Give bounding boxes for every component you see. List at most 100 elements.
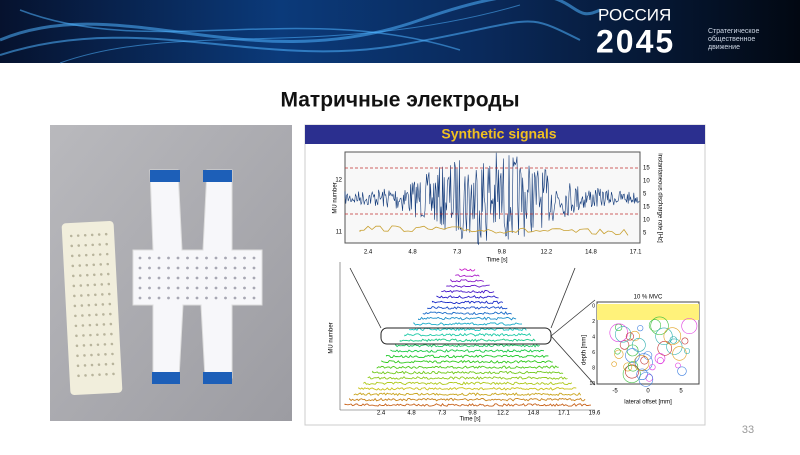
mu-territory <box>614 349 624 359</box>
mu-territory <box>633 355 650 371</box>
electrode-dot <box>82 344 86 347</box>
mu-territory <box>625 332 634 341</box>
electrode-dot <box>148 256 151 260</box>
logo-main: 2045 <box>596 23 675 59</box>
electrode-dot <box>243 256 246 260</box>
electrode-dot <box>70 254 74 258</box>
inset-title: 10 % MVC <box>634 295 663 301</box>
electrode-dot <box>138 296 142 300</box>
electrode-dot <box>148 286 151 290</box>
electrode-dot <box>90 363 94 367</box>
electrode-dot <box>224 286 227 290</box>
mu-territory <box>629 330 640 342</box>
electrode-dot <box>85 263 89 267</box>
mu-territory <box>627 361 639 372</box>
electrode-dot <box>88 313 91 317</box>
electrode-dot <box>224 256 227 260</box>
electrode-dot <box>72 284 76 288</box>
spike-train <box>413 321 523 326</box>
electrode-dot <box>148 266 151 270</box>
electrode-dot <box>167 296 170 300</box>
top-y2-label: instantaneous discharge rate [Hz] <box>656 153 662 243</box>
spike-train <box>344 403 592 407</box>
rate-trace <box>359 225 629 236</box>
electrode-dot <box>75 344 79 348</box>
y2-tick-label: 15 <box>643 205 650 211</box>
electrode-dot <box>97 353 100 357</box>
electrode-dot <box>103 333 106 336</box>
banner <box>0 0 800 63</box>
electrode-dot <box>138 286 142 290</box>
electrode-dot <box>112 372 115 376</box>
mu-territory <box>681 318 698 334</box>
electrode-dot <box>104 353 107 356</box>
spike-train <box>399 338 536 343</box>
electrode-dot <box>243 286 246 290</box>
mu-territory <box>675 362 681 369</box>
electrode-dot <box>186 286 189 290</box>
mu-territory <box>649 363 656 371</box>
mu-territory <box>677 366 687 376</box>
inset-band <box>597 304 699 320</box>
electrode-dot <box>84 253 88 257</box>
electrode-dot <box>98 373 101 376</box>
x-tick-label: 9.8 <box>468 411 477 417</box>
mu-territory <box>681 337 689 345</box>
electrode-dot <box>108 302 112 306</box>
electrode-dot <box>111 362 115 366</box>
x-tick-label: 5 <box>679 389 683 395</box>
electrode-dot <box>100 283 104 286</box>
electrode-dot <box>176 276 180 280</box>
spike-train <box>367 376 568 380</box>
spike-train <box>422 311 512 315</box>
electrode-dot <box>97 233 101 236</box>
x-tick-label: 19.6 <box>589 411 601 417</box>
emg-trace <box>344 152 640 246</box>
mu-territory <box>669 336 678 344</box>
electrode-dot <box>148 276 151 280</box>
electrode-dot <box>205 266 208 270</box>
x-tick-label: 14.8 <box>585 250 597 256</box>
electrode-dot <box>157 276 161 280</box>
spike-train <box>418 316 517 321</box>
large-electrode <box>132 169 263 384</box>
spike-train <box>376 365 559 369</box>
electrode-dot <box>77 374 80 378</box>
mu-territory <box>615 326 632 343</box>
electrode-dot <box>157 296 161 300</box>
bottom-y-label: MU number <box>329 322 335 353</box>
electrode-dot <box>92 273 96 277</box>
electrode-dot <box>148 296 151 300</box>
electrode-dot <box>77 244 81 247</box>
mu-territory <box>640 356 649 365</box>
electrode-dot <box>74 314 77 318</box>
electrode-dot <box>96 333 99 337</box>
electrode-dot <box>85 273 89 277</box>
electrode-dot <box>93 283 97 287</box>
spike-train <box>358 386 577 391</box>
x-tick-label: 12.2 <box>541 250 553 256</box>
spike-train <box>381 359 553 364</box>
mu-territory <box>663 327 682 345</box>
electrode-dot <box>138 266 142 270</box>
connector <box>349 267 382 329</box>
electrode-dot <box>252 256 256 260</box>
electrode-dot <box>69 234 73 238</box>
electrode-dot <box>233 266 237 270</box>
electrode-dot <box>91 373 94 377</box>
electrode-dot <box>98 243 101 246</box>
electrode-dot <box>96 343 100 347</box>
electrode-dot <box>252 266 256 270</box>
mu-territory <box>609 323 629 343</box>
electrode-dot <box>205 296 208 300</box>
electrode-dot <box>81 314 84 317</box>
electrode-dot <box>138 276 142 280</box>
mu-territory <box>657 341 673 356</box>
spike-train <box>395 343 540 348</box>
electrode-dot <box>111 352 114 356</box>
mu-territory <box>666 338 683 355</box>
electrode-dot <box>83 233 87 237</box>
y2-tick-label: 10 <box>643 218 650 224</box>
electrode-dot <box>110 342 114 346</box>
